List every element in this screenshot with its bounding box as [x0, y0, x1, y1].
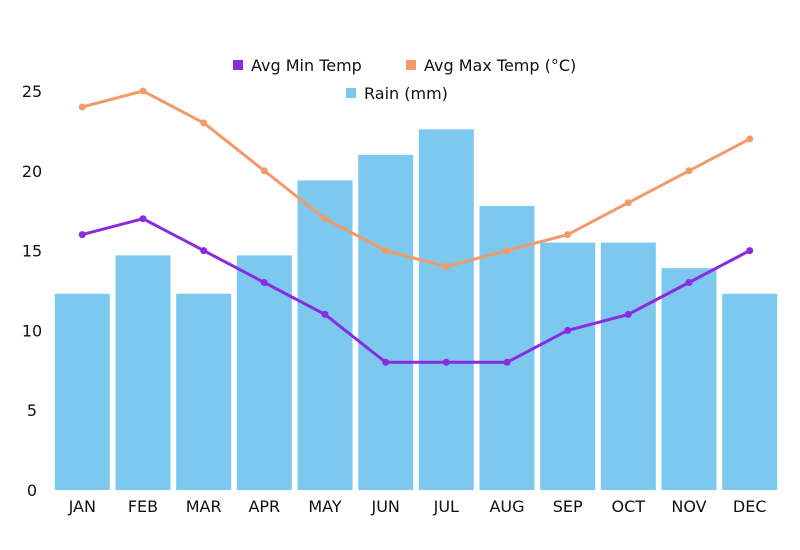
x-tick-label-dec: DEC — [733, 497, 767, 516]
point-avg-max-temp-c-jun — [382, 247, 390, 255]
legend-swatch-avg-max-temp — [406, 60, 416, 70]
point-avg-max-temp-c-may — [321, 215, 329, 223]
y-tick-label-0: 0 — [27, 481, 37, 500]
point-avg-min-temp-sep — [564, 326, 572, 334]
point-avg-min-temp-aug — [503, 358, 511, 366]
point-avg-min-temp-jan — [78, 231, 86, 239]
x-tick-label-jul: JUL — [433, 497, 459, 516]
point-avg-max-temp-c-jul — [442, 263, 450, 271]
point-avg-max-temp-c-dec — [746, 135, 754, 143]
point-avg-max-temp-c-aug — [503, 247, 511, 255]
rain-bar-nov — [661, 268, 717, 490]
y-axis: 0 5 10 15 20 25 — [22, 82, 42, 500]
x-tick-label-jan: JAN — [68, 497, 96, 516]
point-avg-max-temp-c-feb — [139, 87, 147, 95]
rain-bar-oct — [600, 242, 656, 490]
point-avg-min-temp-feb — [139, 215, 147, 223]
line-avg-min-temp — [80, 217, 752, 364]
point-avg-min-temp-jul — [442, 358, 450, 366]
legend-swatch-rain — [346, 88, 356, 98]
point-avg-min-temp-dec — [746, 247, 754, 255]
y-tick-label-5: 5 — [27, 401, 37, 420]
rain-bar-jun — [358, 154, 414, 491]
point-avg-min-temp-oct — [624, 310, 632, 318]
rain-bars — [54, 129, 778, 491]
x-tick-label-mar: MAR — [186, 497, 222, 516]
point-avg-max-temp-c-jan — [78, 103, 86, 111]
y-tick-label-20: 20 — [22, 162, 42, 181]
x-tick-label-feb: FEB — [128, 497, 158, 516]
y-tick-label-15: 15 — [22, 242, 42, 261]
rain-bar-may — [297, 180, 353, 490]
rain-bar-jul — [418, 129, 474, 491]
rain-bar-sep — [540, 242, 596, 490]
line-avg-max-temp-c — [80, 89, 752, 269]
point-avg-max-temp-c-oct — [624, 199, 632, 207]
x-tick-label-apr: APR — [248, 497, 280, 516]
temperature-lines — [78, 87, 754, 366]
x-tick-label-oct: OCT — [612, 497, 646, 516]
point-avg-min-temp-apr — [260, 279, 268, 286]
point-avg-min-temp-jun — [382, 358, 390, 366]
legend-label-avg-min-temp: Avg Min Temp — [251, 56, 362, 75]
rain-bar-apr — [236, 255, 292, 490]
rain-bar-mar — [176, 293, 232, 490]
legend: Avg Min Temp Avg Max Temp (°C) Rain (mm) — [233, 56, 576, 103]
x-tick-label-jun: JUN — [370, 497, 399, 516]
point-avg-max-temp-c-sep — [564, 231, 572, 239]
rain-bar-feb — [115, 255, 171, 490]
legend-label-avg-max-temp: Avg Max Temp (°C) — [424, 56, 576, 75]
point-avg-min-temp-nov — [685, 279, 693, 286]
point-avg-max-temp-c-apr — [260, 167, 268, 175]
point-avg-min-temp-may — [321, 310, 329, 318]
point-avg-max-temp-c-mar — [200, 119, 208, 127]
x-tick-label-sep: SEP — [553, 497, 583, 516]
x-tick-label-aug: AUG — [489, 497, 524, 516]
point-avg-min-temp-mar — [200, 247, 208, 255]
y-tick-label-10: 10 — [22, 321, 42, 340]
x-tick-label-may: MAY — [308, 497, 342, 516]
rain-bar-jan — [54, 293, 110, 490]
legend-label-rain: Rain (mm) — [364, 84, 448, 103]
legend-swatch-avg-min-temp — [233, 60, 243, 70]
y-tick-label-25: 25 — [22, 82, 42, 101]
point-avg-max-temp-c-nov — [685, 167, 693, 175]
x-tick-label-nov: NOV — [671, 497, 706, 516]
x-axis: JAN FEB MAR APR MAY JUN JUL AUG SEP OCT NOV DEC — [68, 497, 767, 516]
rain-bar-dec — [722, 293, 778, 490]
